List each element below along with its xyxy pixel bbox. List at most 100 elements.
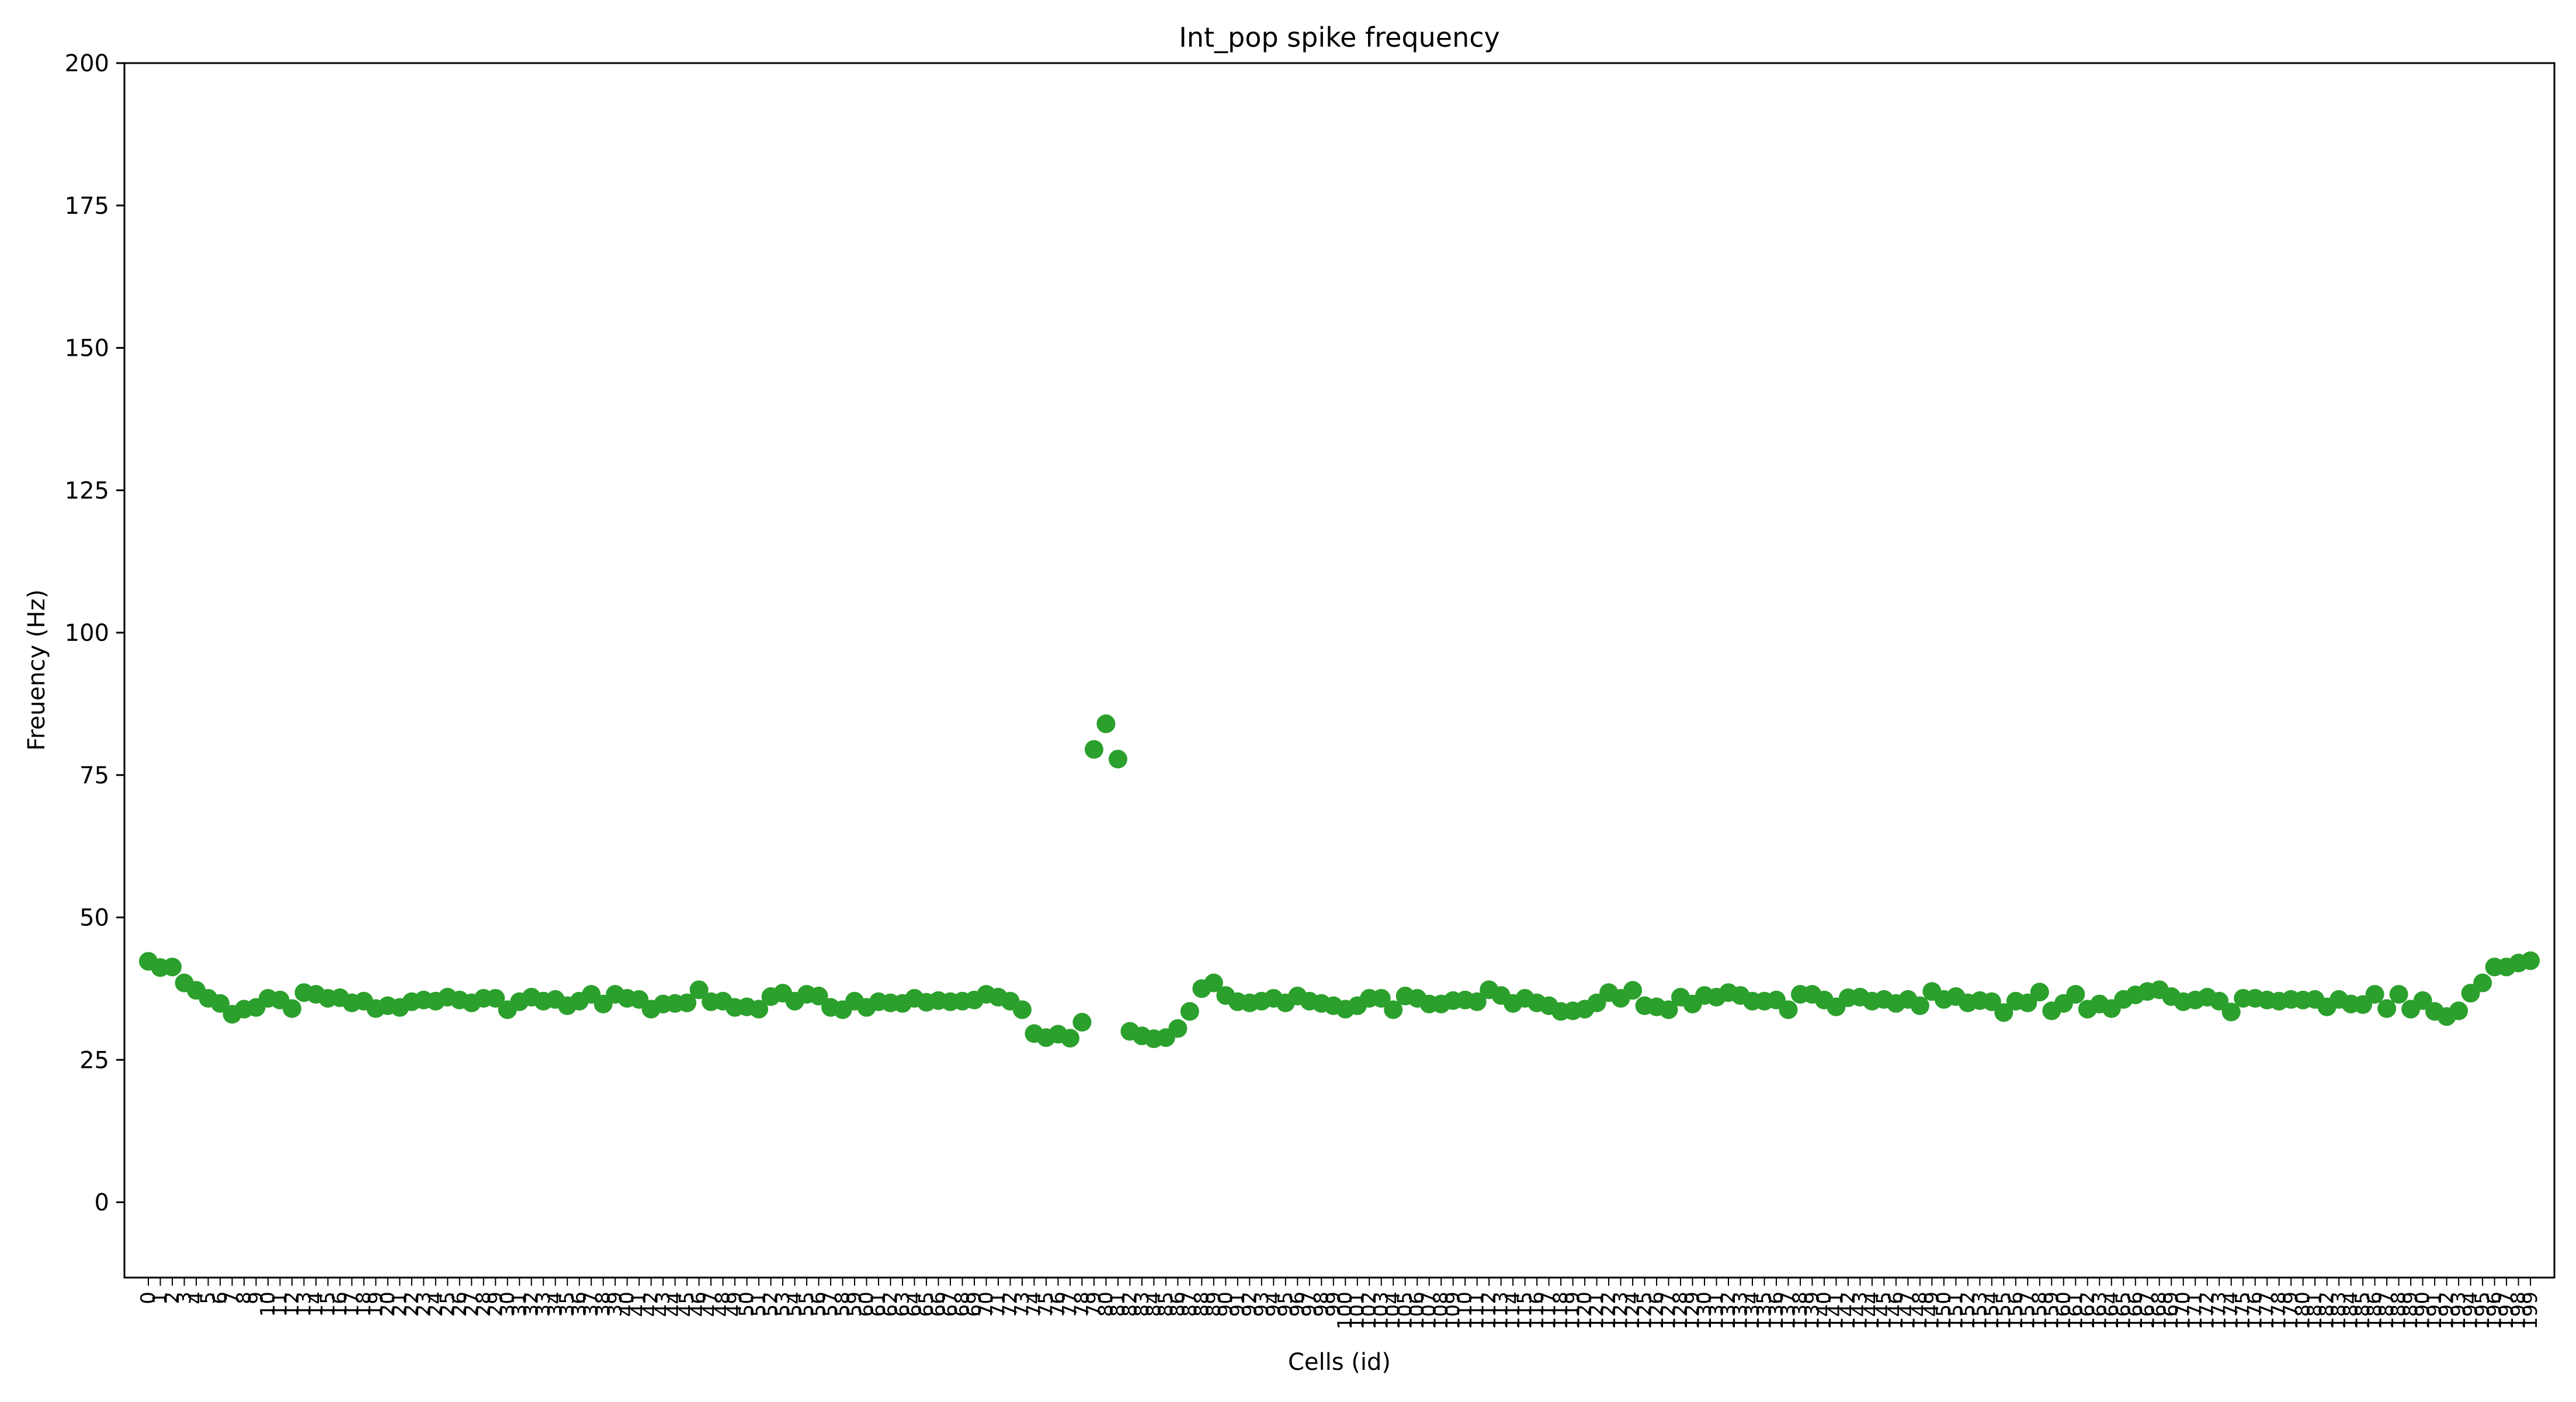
x-tick-label: 75 [1034,1292,1058,1317]
data-point [809,987,828,1006]
chart-title: Int_pop spike frequency [1179,22,1500,53]
x-tick-label: 52 [759,1292,783,1317]
x-tick-label: 149 [1920,1292,1943,1330]
x-tick-label: 92 [1238,1292,1261,1317]
y-tick-label: 175 [65,193,109,220]
x-tick-label: 106 [1405,1292,1429,1330]
x-tick-label: 10 [256,1292,280,1317]
x-tick-label: 167 [2136,1292,2159,1330]
x-tick-label: 100 [1334,1292,1357,1330]
x-tick-label: 69 [963,1292,986,1317]
x-tick-label: 78 [1070,1292,1093,1317]
x-tick-label: 88 [1190,1292,1213,1317]
x-tick-label: 190 [2411,1292,2435,1330]
data-point [1384,1000,1403,1019]
x-tick-label: 36 [568,1292,591,1317]
x-tick-label: 150 [1932,1292,1956,1330]
data-point [2377,999,2397,1018]
data-point [2221,1002,2241,1022]
x-tick-label: 32 [520,1292,543,1317]
data-point [1910,996,1929,1015]
x-tick-label: 38 [592,1292,615,1317]
x-tick-label: 8 [232,1292,256,1304]
x-tick-label: 174 [2220,1292,2243,1330]
data-point [689,980,709,1000]
x-tick-label: 194 [2459,1292,2483,1330]
x-tick-label: 141 [1824,1292,1848,1330]
x-tick-label: 159 [2040,1292,2063,1330]
x-tick-label: 23 [412,1292,435,1317]
x-tick-label: 45 [675,1292,699,1317]
x-tick-label: 83 [1130,1292,1154,1317]
x-tick-label: 148 [1908,1292,1932,1330]
x-tick-label: 33 [532,1292,555,1317]
data-point [1372,988,1391,1008]
data-point [1204,973,1223,992]
x-tick-label: 26 [448,1292,471,1317]
data-point [1623,981,1643,1000]
data-point [1994,1003,2013,1022]
x-tick-label: 90 [1214,1292,1237,1317]
x-tick-label: 81 [1106,1292,1130,1317]
x-tick-label: 165 [2112,1292,2135,1330]
x-tick-label: 86 [1166,1292,1189,1317]
x-tick-label: 177 [2255,1292,2279,1330]
data-point [162,957,182,977]
y-tick-label: 0 [95,1189,109,1216]
x-tick-label: 139 [1800,1292,1824,1330]
x-tick-label: 15 [316,1292,339,1317]
x-tick-label: 96 [1286,1292,1309,1317]
x-tick-label: 65 [915,1292,938,1317]
x-tick-label: 111 [1466,1292,1489,1330]
x-tick-label: 108 [1429,1292,1453,1330]
y-axis: 0 25 50 75 100 125 150 175 200 [65,50,124,1216]
x-tick-label: 29 [484,1292,507,1317]
x-tick-label: 5 [196,1292,220,1304]
x-tick-label: 188 [2387,1292,2411,1330]
x-tick-label: 102 [1358,1292,1381,1330]
x-tick-label: 19 [364,1292,387,1317]
x-tick-label: 98 [1310,1292,1333,1317]
data-point [1168,1019,1188,1038]
x-tick-label: 117 [1537,1292,1561,1330]
data-point [210,994,230,1013]
x-tick-label: 11 [268,1292,291,1317]
x-tick-label: 82 [1118,1292,1141,1317]
x-tick-label: 179 [2279,1292,2303,1330]
x-tick-label: 56 [807,1292,831,1317]
x-tick-label: 3 [172,1292,196,1304]
x-tick-label: 132 [1717,1292,1740,1330]
x-tick-label: 181 [2303,1292,2327,1330]
x-tick-label: 118 [1549,1292,1572,1330]
x-tick-label: 6 [209,1292,232,1304]
x-tick-label: 50 [735,1292,759,1317]
x-tick-label: 7 [220,1292,244,1304]
data-point [2066,985,2085,1004]
data-point [2473,973,2492,992]
x-tick-label: 110 [1453,1292,1477,1330]
x-tick-label: 125 [1633,1292,1657,1330]
x-tick-label: 151 [1944,1292,1967,1330]
x-tick-label: 114 [1501,1292,1525,1330]
x-tick-label: 163 [2088,1292,2111,1330]
x-tick-label: 77 [1058,1292,1082,1317]
x-tick-label: 121 [1585,1292,1609,1330]
data-point [1084,740,1103,759]
x-tick-label: 160 [2052,1292,2075,1330]
x-tick-label: 64 [903,1292,926,1317]
x-tick-label: 122 [1597,1292,1620,1330]
x-tick-label: 14 [304,1292,328,1317]
x-tick-label: 49 [723,1292,747,1317]
x-tick-label: 68 [950,1292,974,1317]
x-tick-label: 191 [2423,1292,2446,1330]
y-tick-label: 200 [65,50,109,77]
data-point [1060,1029,1079,1048]
x-tick-label: 17 [340,1292,363,1317]
x-tick-label: 46 [688,1292,711,1317]
x-tick-label: 113 [1490,1292,1513,1330]
y-axis-label: Freuency (Hz) [23,589,50,751]
x-tick-label: 109 [1442,1292,1465,1330]
x-tick-label: 55 [795,1292,818,1317]
x-tick-label: 54 [783,1292,807,1317]
